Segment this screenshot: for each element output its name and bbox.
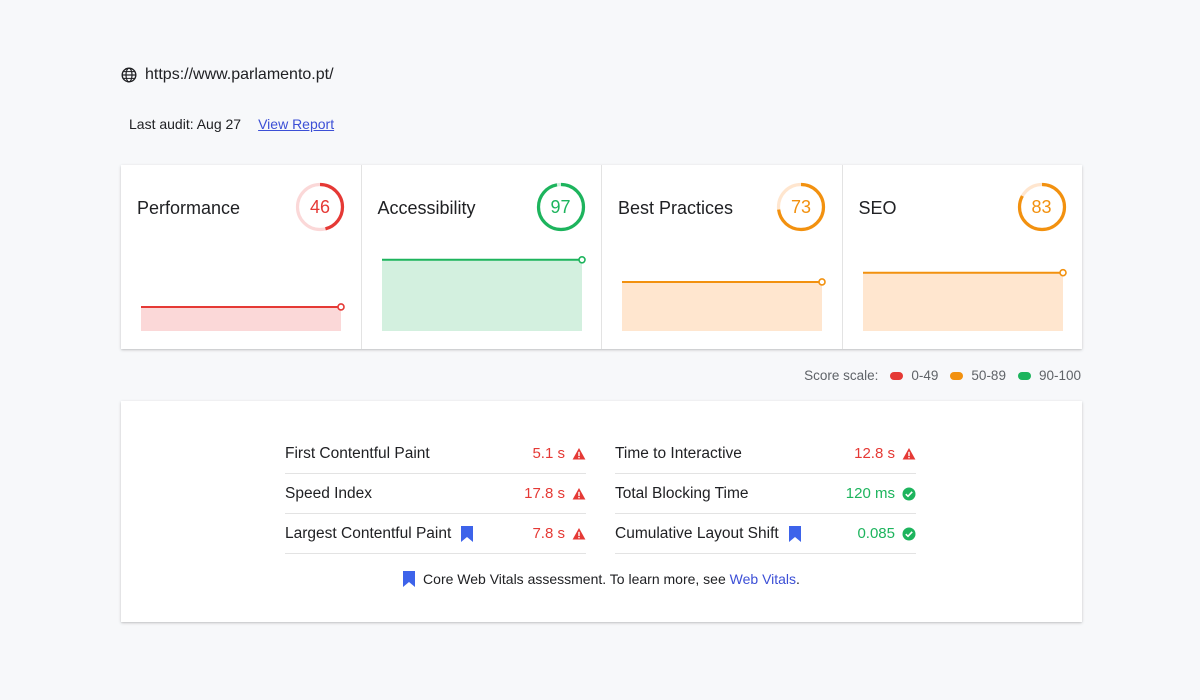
warning-triangle-icon [572,487,586,499]
score-value: 46 [309,196,331,217]
warning-triangle-icon [902,447,916,459]
footnote-text: Core Web Vitals assessment. To learn mor… [423,571,726,587]
metric-label: First Contentful Paint [285,444,430,462]
warning-triangle-icon [572,447,586,459]
trend-area [141,306,341,331]
metric-value-wrap: 0.085 [857,525,916,542]
score-gauge [776,182,826,232]
metric-value-wrap: 17.8 s [524,485,586,502]
legend-item-orange: 50-89 [950,368,1006,383]
metric-value: 5.1 s [532,445,565,462]
metric-value-wrap: 12.8 s [854,445,916,462]
score-trend-chart [622,278,826,331]
metric-row-largest-contentful-paint: Largest Contentful Paint 7.8 s [285,514,586,554]
bookmark-icon [403,571,416,587]
category-title: Best Practices [618,198,734,218]
metric-value: 7.8 s [532,525,565,542]
score-trend-chart [141,303,345,331]
metric-value: 12.8 s [854,445,895,462]
globe-icon [121,67,137,83]
metric-label: Total Blocking Time [615,484,749,502]
metric-row-time-to-interactive: Time to Interactive 12.8 s [615,434,916,474]
metric-value-wrap: 5.1 s [532,445,586,462]
metric-label-wrap: Largest Contentful Paint [285,525,532,543]
category-card-best-practices[interactable]: Best Practices 73 [602,165,843,349]
site-url-row: https://www.parlamento.pt/ [121,66,334,84]
score-scale-legend: Score scale: 0-49 50-89 90-100 [804,368,1081,383]
gauge-arc [1017,182,1066,232]
metric-value-wrap: 7.8 s [532,525,586,542]
gauge-arc [776,182,826,232]
metric-label-wrap: Cumulative Layout Shift [615,525,857,543]
metrics-column-left: First Contentful Paint 5.1 s Speed Index 17… [285,434,586,554]
web-vitals-link[interactable]: Web Vitals [729,571,797,587]
warning-triangle-icon [572,527,586,539]
bookmark-icon [461,525,474,542]
category-card-seo[interactable]: SEO 83 [843,165,1083,349]
footnote-suffix: . [796,571,800,587]
trend-area [862,272,1063,331]
trend-end-point [577,255,586,264]
audit-info: Last audit: Aug 27 View Report [129,116,334,132]
score-gauge [1017,182,1066,232]
metric-row-first-contentful-paint: First Contentful Paint 5.1 s [285,434,586,474]
last-audit-label: Last audit: Aug 27 [129,116,242,132]
legend-green-label: 90-100 [1038,368,1081,383]
metric-row-total-blocking-time: Total Blocking Time 120 ms [615,474,916,514]
metric-label-wrap: Total Blocking Time [615,485,846,503]
category-card-performance[interactable]: Performance 46 [121,165,362,349]
category-cards: Performance 46 Accessibility 97 Best Practic… [121,165,1082,349]
trend-area [622,281,822,331]
legend-item-green: 90-100 [1017,368,1081,383]
trend-end-point [818,278,826,286]
check-circle-icon [902,527,916,540]
category-card-accessibility[interactable]: Accessibility 97 [362,165,602,349]
gauge-arc [536,182,585,232]
metric-label: Time to Interactive [615,444,742,462]
legend-item-red: 0-49 [890,368,938,383]
legend-red-label: 0-49 [911,368,939,383]
metrics-panel: First Contentful Paint 5.1 s Speed Index 17… [121,401,1082,622]
check-circle-icon [902,487,916,500]
score-trend-chart [862,268,1067,331]
legend-orange-swatch [950,371,964,380]
metrics-column-right: Time to Interactive 12.8 s Total Blocking … [615,434,916,554]
trend-end-point [337,303,345,311]
metric-label: Largest Contentful Paint [285,524,452,542]
score-trend-chart [381,255,586,331]
view-report-link[interactable]: View Report [258,116,335,132]
metric-value: 17.8 s [524,485,565,502]
metric-label-wrap: Time to Interactive [615,445,854,463]
score-scale-label: Score scale: [804,368,879,383]
gauge-arc [295,182,345,232]
score-value: 97 [550,196,571,217]
score-value: 83 [1031,196,1052,217]
category-title: Accessibility [377,198,476,218]
metric-value: 120 ms [845,485,895,502]
trend-area [381,259,582,331]
legend-orange-label: 50-89 [971,368,1006,383]
metric-label: Cumulative Layout Shift [615,524,779,542]
metric-value: 0.085 [857,525,895,542]
core-web-vitals-note: Core Web Vitals assessment. To learn mor… [121,571,1082,587]
metric-value-wrap: 120 ms [846,485,916,502]
metric-row-cumulative-layout-shift: Cumulative Layout Shift 0.085 [615,514,916,554]
site-url: https://www.parlamento.pt/ [145,66,334,83]
score-value: 73 [790,196,812,217]
legend-green-swatch [1017,371,1031,380]
metric-label: Speed Index [285,484,373,502]
score-gauge [295,182,345,232]
metric-label-wrap: First Contentful Paint [285,445,532,463]
bookmark-icon [788,525,801,542]
category-title: SEO [858,198,897,218]
score-gauge [536,182,585,232]
legend-red-swatch [890,371,904,380]
metric-row-speed-index: Speed Index 17.8 s [285,474,586,514]
category-title: Performance [137,198,241,218]
trend-end-point [1058,268,1067,277]
metric-label-wrap: Speed Index [285,485,524,503]
